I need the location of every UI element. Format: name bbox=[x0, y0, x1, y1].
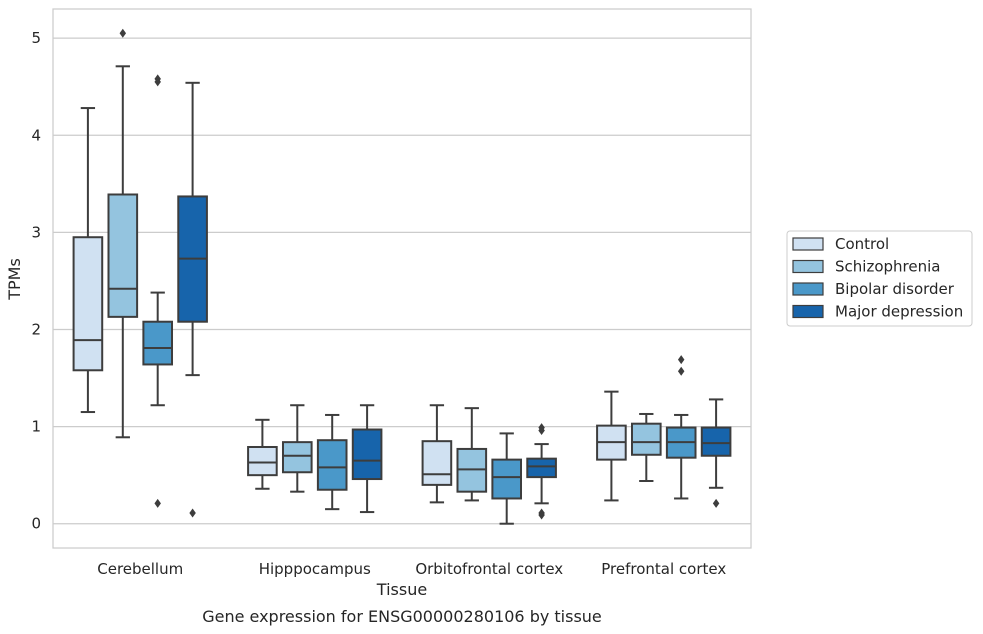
box-mark bbox=[491, 432, 523, 525]
y-axis-title: TPMs bbox=[5, 258, 24, 301]
box-mark bbox=[351, 404, 383, 514]
y-axis-ticks: 0 1 2 3 4 5 bbox=[31, 29, 41, 533]
outlier-marker bbox=[119, 28, 127, 38]
legend-swatch bbox=[792, 259, 824, 274]
box-mark bbox=[630, 412, 662, 482]
outlier-marker bbox=[677, 366, 685, 376]
x-tick-label: Cerebellum bbox=[97, 560, 183, 578]
y-tick-label: 2 bbox=[31, 320, 41, 338]
outlier-marker bbox=[538, 510, 545, 520]
box-series bbox=[72, 28, 732, 525]
legend-swatch bbox=[792, 237, 824, 251]
series-control bbox=[72, 107, 627, 504]
y-tick-label: 1 bbox=[31, 418, 41, 436]
iqr-box bbox=[630, 422, 662, 456]
x-tick-label: Prefrontal cortex bbox=[601, 560, 726, 578]
outlier-marker bbox=[538, 423, 545, 433]
x-axis-title: Tissue bbox=[376, 580, 427, 599]
outlier-marker bbox=[677, 355, 685, 365]
box-mark bbox=[456, 407, 488, 502]
y-tick-label: 5 bbox=[31, 29, 41, 47]
box-mark bbox=[142, 74, 174, 508]
outlier-marker bbox=[189, 508, 196, 518]
iqr-box bbox=[107, 193, 139, 318]
iqr-box bbox=[247, 445, 278, 477]
outlier-marker bbox=[154, 498, 161, 508]
x-tick-label: Hipppocampus bbox=[259, 560, 371, 578]
iqr-box bbox=[491, 458, 523, 500]
outlier-marker bbox=[154, 74, 161, 84]
legend-label: Major depression bbox=[835, 303, 963, 321]
box-mark bbox=[316, 413, 348, 511]
box-mark bbox=[177, 81, 208, 518]
y-tick-label: 0 bbox=[31, 515, 41, 533]
iqr-box bbox=[281, 441, 313, 474]
box-mark bbox=[72, 107, 104, 414]
iqr-box bbox=[142, 320, 174, 366]
iqr-box bbox=[421, 440, 453, 486]
legend-frame bbox=[786, 230, 973, 327]
box-mark bbox=[247, 418, 278, 490]
box-mark bbox=[596, 390, 627, 502]
legend-swatch bbox=[792, 304, 824, 319]
y-tick-label: 3 bbox=[31, 223, 41, 241]
box-mark bbox=[665, 355, 697, 500]
legend-label: Control bbox=[835, 235, 889, 253]
iqr-box bbox=[700, 426, 732, 457]
chart-caption: Gene expression for ENSG00000280106 by t… bbox=[202, 607, 602, 626]
series-bipolar-disorder bbox=[142, 74, 697, 525]
legend: Control Schizophrenia Bipolar disorder Majo… bbox=[786, 230, 973, 327]
legend-label: Schizophrenia bbox=[835, 258, 940, 276]
iqr-box bbox=[526, 457, 557, 479]
box-mark bbox=[526, 423, 557, 520]
box-mark bbox=[700, 398, 732, 508]
iqr-box bbox=[316, 439, 348, 491]
y-tick-label: 4 bbox=[31, 126, 41, 144]
iqr-box bbox=[351, 428, 383, 481]
series-schizophrenia bbox=[107, 28, 662, 502]
legend-label: Bipolar disorder bbox=[835, 280, 955, 298]
outlier-marker bbox=[712, 498, 720, 508]
box-mark bbox=[107, 28, 139, 439]
box-mark bbox=[281, 404, 313, 493]
legend-swatch bbox=[792, 282, 824, 296]
series-major-depression bbox=[177, 81, 732, 520]
plot-area-frame bbox=[52, 8, 752, 549]
x-tick-label: Orbitofrontal cortex bbox=[415, 560, 563, 578]
box-mark bbox=[421, 404, 453, 504]
x-axis-ticks: Cerebellum Hipppocampus Orbitofrontal cort… bbox=[97, 560, 726, 578]
iqr-box bbox=[72, 236, 104, 372]
